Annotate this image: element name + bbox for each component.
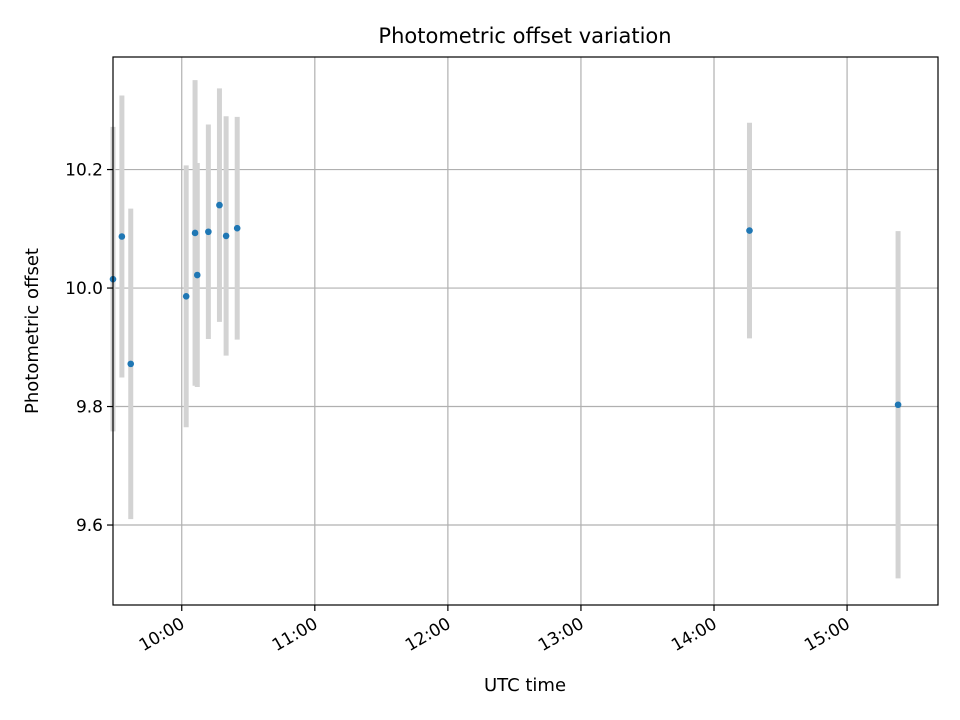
grid [113,57,938,605]
y-tick-label: 9.6 [76,516,103,536]
data-point [191,229,199,237]
chart-title: Photometric offset variation [378,24,671,48]
data-point [205,228,212,236]
y-tick-label: 10.2 [65,161,103,181]
x-axis-label: UTC time [484,675,566,696]
data-point [118,233,126,240]
plot-frame [112,56,939,606]
data-points [109,201,902,409]
y-axis-label: Photometric offset [22,248,43,414]
data-point [222,232,230,240]
data-point [746,227,753,234]
y-axis-ticks: 9.6 9.8 10.0 10.2 [65,161,113,536]
data-point [182,293,190,300]
data-point [127,360,135,368]
y-tick-label: 9.8 [76,398,103,418]
data-point [216,201,223,209]
data-point [193,271,201,279]
data-point [894,401,902,409]
data-point [233,224,241,232]
y-tick-label: 10.0 [65,279,103,299]
